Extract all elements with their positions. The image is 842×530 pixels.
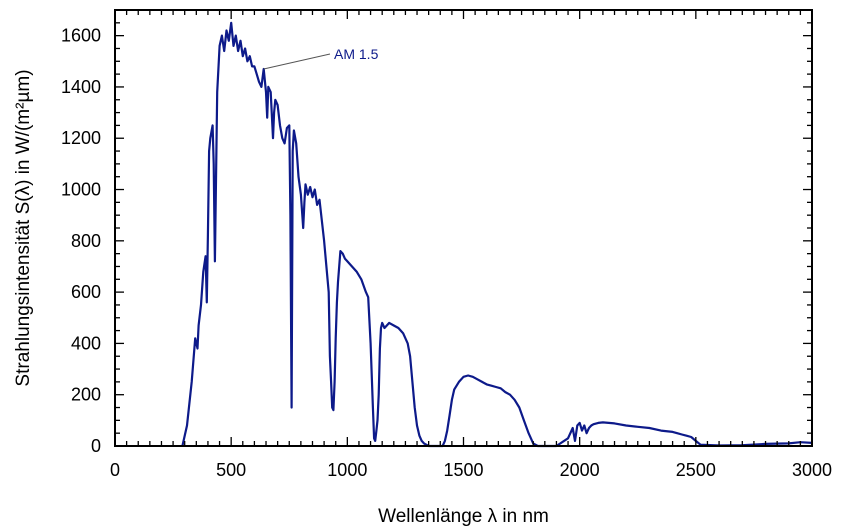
y-tick-label: 200 [71, 385, 101, 405]
x-tick-label: 2000 [560, 460, 600, 480]
annotation-leader-line [263, 53, 331, 70]
x-tick-label: 0 [110, 460, 120, 480]
x-tick-label: 1500 [443, 460, 483, 480]
y-tick-label: 1600 [61, 26, 101, 46]
y-tick-label: 1400 [61, 77, 101, 97]
y-tick-label: 600 [71, 282, 101, 302]
y-tick-label: 1200 [61, 128, 101, 148]
series-line-0 [181, 21, 813, 448]
annotation-label: AM 1.5 [334, 46, 379, 62]
y-axis-title: Strahlungsintensität S(λ) in W/(m²µm) [13, 69, 34, 386]
plot-frame [114, 9, 813, 447]
y-tick-label: 400 [71, 333, 101, 353]
x-axis-title: Wellenlänge λ in nm [378, 506, 549, 527]
tick-labels: 0 500 1000 1500 2000 2500 3000 0 200 400 600 800 100… [61, 26, 832, 480]
y-tick-label: 1000 [61, 180, 101, 200]
x-tick-label: 2500 [676, 460, 716, 480]
ticks-layer [114, 9, 813, 447]
x-tick-label: 3000 [792, 460, 832, 480]
y-tick-label: 0 [91, 436, 101, 456]
curve-layer [181, 21, 813, 448]
x-tick-label: 500 [216, 460, 246, 480]
x-tick-label: 1000 [327, 460, 367, 480]
y-tick-label: 800 [71, 231, 101, 251]
